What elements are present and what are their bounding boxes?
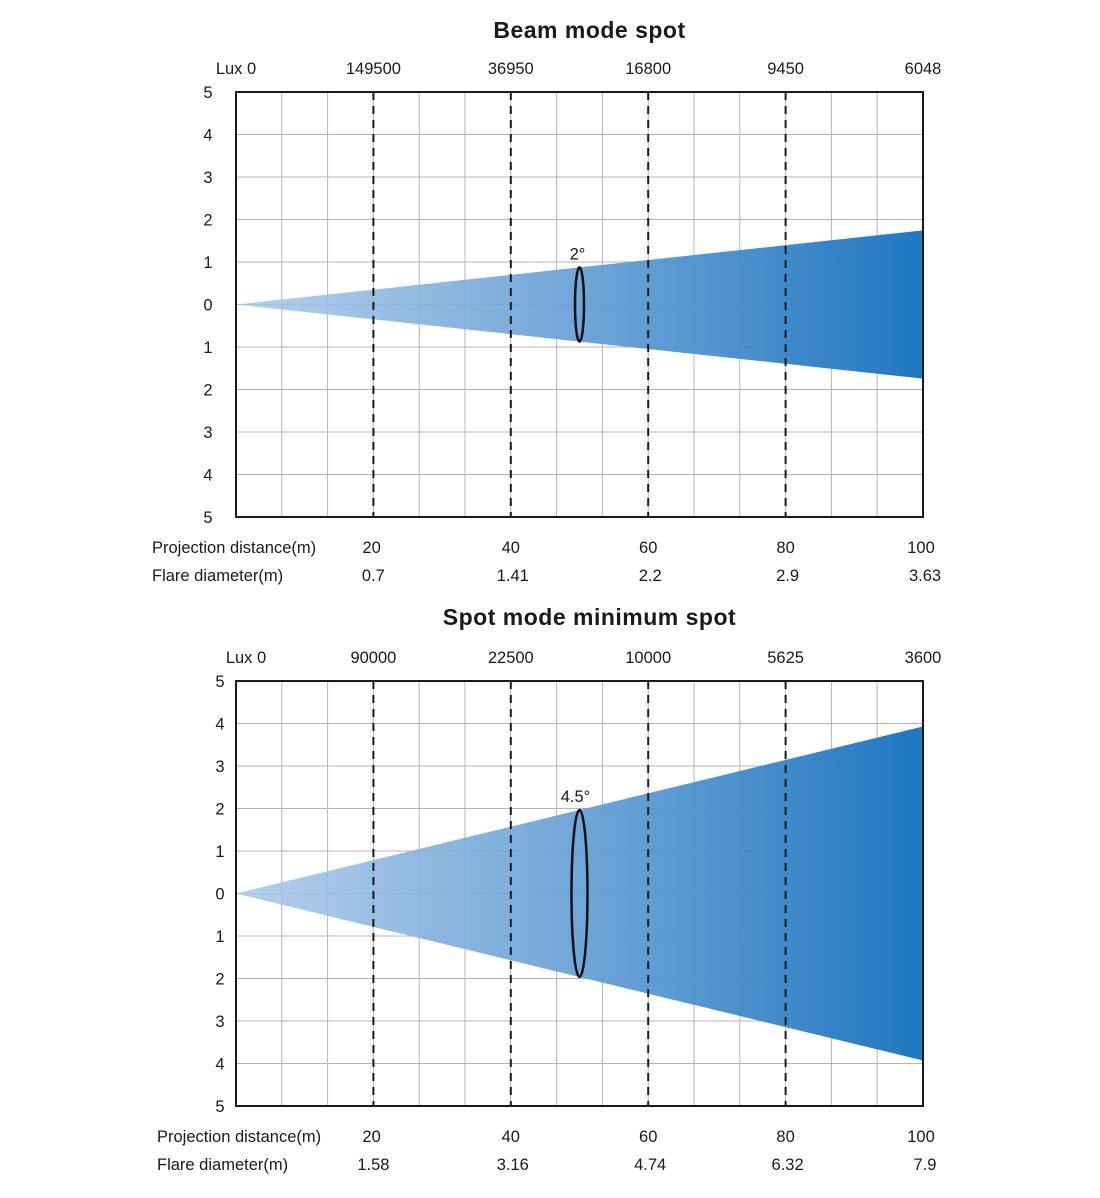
beam-area bbox=[236, 726, 923, 1061]
y-tick-label: 5 bbox=[203, 84, 212, 102]
lux-label: Lux 0 bbox=[216, 60, 256, 78]
beam-area bbox=[236, 230, 923, 379]
projection-distance-label: Projection distance(m) bbox=[157, 1128, 321, 1146]
beam-chart-2: Spot mode minimum spot4.5°54321012345Lux… bbox=[157, 604, 941, 1174]
y-tick-label: 3 bbox=[203, 169, 212, 187]
chart-title: Beam mode spot bbox=[493, 17, 685, 43]
flare-diameter-value: 4.74 bbox=[634, 1156, 666, 1174]
projection-distance-value: 20 bbox=[362, 1128, 380, 1146]
y-tick-label: 1 bbox=[215, 928, 224, 946]
lux-value: 5625 bbox=[767, 649, 804, 667]
y-tick-label: 1 bbox=[215, 843, 224, 861]
y-tick-label: 3 bbox=[215, 758, 224, 776]
y-tick-label: 5 bbox=[203, 509, 212, 527]
beam-angle-ellipse bbox=[573, 266, 586, 343]
projection-distance-label: Projection distance(m) bbox=[152, 539, 316, 557]
projection-distance-value: 80 bbox=[776, 1128, 794, 1146]
lux-label: Lux 0 bbox=[226, 649, 266, 667]
flare-diameter-value: 2.2 bbox=[639, 567, 662, 585]
lux-value: 90000 bbox=[350, 649, 396, 667]
y-tick-label: 1 bbox=[203, 254, 212, 272]
projection-distance-value: 100 bbox=[907, 1128, 935, 1146]
projection-distance-value: 40 bbox=[502, 1128, 520, 1146]
projection-distance-value: 60 bbox=[639, 1128, 657, 1146]
y-tick-label: 3 bbox=[203, 424, 212, 442]
y-tick-label: 4 bbox=[215, 716, 224, 734]
y-tick-label: 2 bbox=[215, 971, 224, 989]
lux-value: 149500 bbox=[346, 60, 401, 78]
flare-diameter-value: 1.58 bbox=[357, 1156, 389, 1174]
flare-diameter-value: 1.41 bbox=[497, 567, 529, 585]
y-tick-label: 2 bbox=[203, 212, 212, 230]
lux-value: 6048 bbox=[905, 60, 942, 78]
beam-angle-label: 2° bbox=[570, 245, 586, 263]
y-tick-label: 4 bbox=[203, 467, 212, 485]
y-tick-label: 1 bbox=[203, 339, 212, 357]
flare-diameter-value: 0.7 bbox=[362, 567, 385, 585]
flare-diameter-value: 6.32 bbox=[772, 1156, 804, 1174]
y-tick-label: 0 bbox=[215, 886, 224, 904]
flare-diameter-value: 3.63 bbox=[909, 567, 941, 585]
lux-value: 3600 bbox=[905, 649, 942, 667]
plot-frame bbox=[235, 680, 924, 1107]
lux-value: 10000 bbox=[625, 649, 671, 667]
lux-value: 16800 bbox=[625, 60, 671, 78]
y-tick-label: 5 bbox=[215, 1098, 224, 1116]
projection-distance-value: 60 bbox=[639, 539, 657, 557]
projection-distance-value: 80 bbox=[776, 539, 794, 557]
y-tick-label: 2 bbox=[203, 382, 212, 400]
chart-title: Spot mode minimum spot bbox=[443, 604, 736, 630]
lux-value: 22500 bbox=[488, 649, 534, 667]
y-tick-label: 4 bbox=[215, 1056, 224, 1074]
lux-value: 9450 bbox=[767, 60, 804, 78]
flare-diameter-value: 2.9 bbox=[776, 567, 799, 585]
y-tick-label: 5 bbox=[215, 673, 224, 691]
flare-diameter-label: Flare diameter(m) bbox=[152, 567, 283, 585]
y-tick-label: 4 bbox=[203, 127, 212, 145]
y-tick-label: 3 bbox=[215, 1013, 224, 1031]
beam-angle-ellipse bbox=[570, 808, 589, 979]
flare-diameter-label: Flare diameter(m) bbox=[157, 1156, 288, 1174]
y-tick-label: 0 bbox=[203, 297, 212, 315]
beam-angle-label: 4.5° bbox=[561, 788, 591, 806]
flare-diameter-value: 3.16 bbox=[497, 1156, 529, 1174]
projection-distance-value: 20 bbox=[362, 539, 380, 557]
y-tick-label: 2 bbox=[215, 801, 224, 819]
flare-diameter-value: 7.9 bbox=[914, 1156, 937, 1174]
projection-distance-value: 40 bbox=[502, 539, 520, 557]
plot-frame bbox=[235, 91, 924, 518]
lux-value: 36950 bbox=[488, 60, 534, 78]
projection-distance-value: 100 bbox=[907, 539, 935, 557]
